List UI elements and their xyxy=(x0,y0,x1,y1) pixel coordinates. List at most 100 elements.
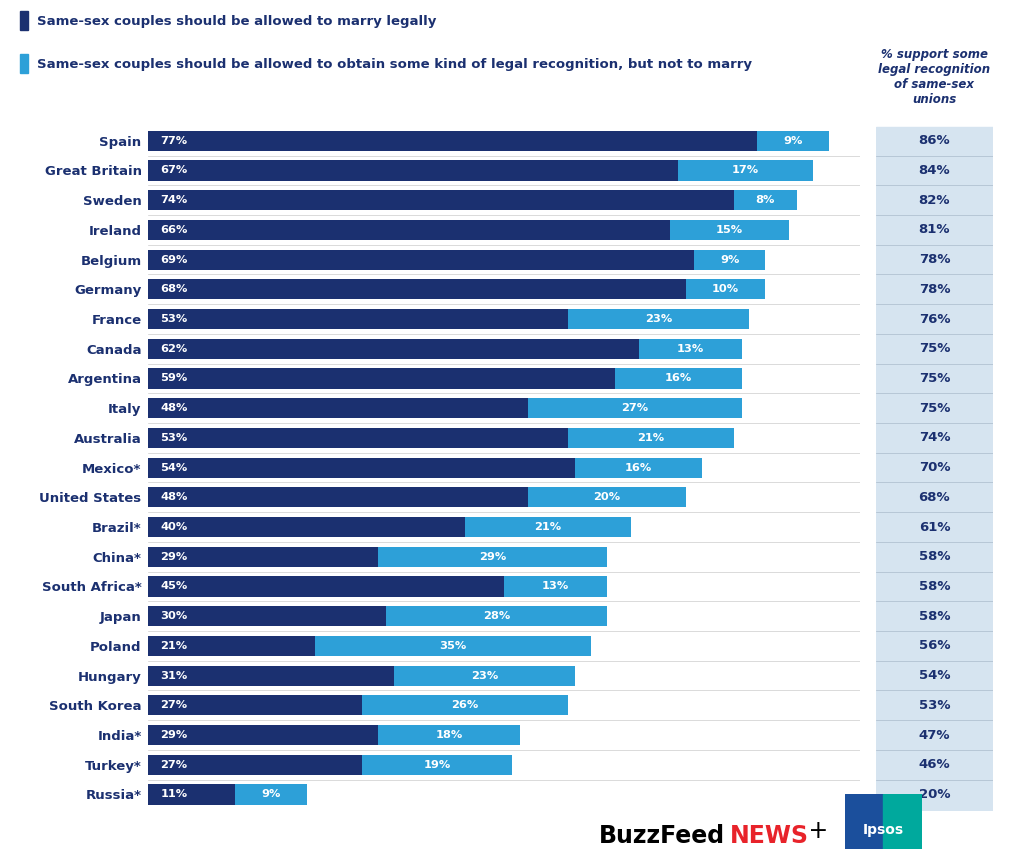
Bar xyxy=(148,220,671,240)
Text: 47%: 47% xyxy=(919,728,950,741)
Bar xyxy=(148,309,567,329)
Text: 28%: 28% xyxy=(482,611,510,621)
Bar xyxy=(528,398,741,419)
Bar xyxy=(575,457,702,478)
Text: 74%: 74% xyxy=(161,195,187,205)
Bar xyxy=(148,755,362,775)
Bar xyxy=(465,517,631,537)
Bar xyxy=(733,190,797,210)
Bar xyxy=(505,577,607,596)
Bar xyxy=(758,130,828,151)
Text: 15%: 15% xyxy=(716,225,743,235)
Text: 86%: 86% xyxy=(919,134,950,148)
Text: 48%: 48% xyxy=(161,492,187,502)
Bar xyxy=(845,794,883,849)
Text: 21%: 21% xyxy=(161,641,187,651)
Bar xyxy=(314,636,591,656)
Text: 18%: 18% xyxy=(435,730,463,740)
Bar xyxy=(148,428,567,448)
Text: 54%: 54% xyxy=(919,669,950,682)
Text: 78%: 78% xyxy=(919,253,950,266)
Text: 84%: 84% xyxy=(919,164,950,177)
Text: 75%: 75% xyxy=(919,402,950,414)
Text: 66%: 66% xyxy=(161,225,187,235)
Bar xyxy=(393,666,575,686)
Text: 35%: 35% xyxy=(439,641,467,651)
Text: +: + xyxy=(801,819,836,843)
Text: 9%: 9% xyxy=(720,255,739,264)
Text: Same-sex couples should be allowed to obtain some kind of legal recognition, but: Same-sex couples should be allowed to ob… xyxy=(37,57,752,71)
Text: 23%: 23% xyxy=(471,671,499,680)
Bar xyxy=(386,606,607,626)
Bar xyxy=(567,428,733,448)
Text: 58%: 58% xyxy=(919,580,950,593)
Text: 46%: 46% xyxy=(919,758,950,771)
Bar xyxy=(148,130,758,151)
Text: 16%: 16% xyxy=(625,462,652,473)
Bar xyxy=(148,606,386,626)
Bar xyxy=(378,547,607,567)
Text: 75%: 75% xyxy=(919,372,950,385)
Bar xyxy=(148,398,528,419)
Bar xyxy=(615,368,741,389)
Text: 53%: 53% xyxy=(161,314,187,324)
Text: 45%: 45% xyxy=(161,582,187,591)
Bar xyxy=(148,339,639,359)
Bar xyxy=(639,339,741,359)
Bar xyxy=(148,368,615,389)
Bar xyxy=(883,794,922,849)
Text: 17%: 17% xyxy=(732,166,759,176)
Text: 29%: 29% xyxy=(161,552,187,562)
Text: 68%: 68% xyxy=(919,491,950,504)
Text: 16%: 16% xyxy=(665,373,692,384)
Text: 9%: 9% xyxy=(783,136,803,146)
Bar xyxy=(148,457,575,478)
Bar xyxy=(686,279,765,299)
Bar xyxy=(148,784,236,805)
Bar xyxy=(148,636,314,656)
Text: NEWS: NEWS xyxy=(730,824,809,848)
Text: 13%: 13% xyxy=(542,582,569,591)
Bar xyxy=(378,725,520,745)
Text: 23%: 23% xyxy=(645,314,672,324)
Text: 61%: 61% xyxy=(919,521,950,534)
Bar xyxy=(148,160,678,180)
Text: 29%: 29% xyxy=(479,552,506,562)
Bar xyxy=(148,577,505,596)
Bar xyxy=(567,309,750,329)
Text: 75%: 75% xyxy=(919,342,950,355)
Text: 20%: 20% xyxy=(594,492,621,502)
Text: 81%: 81% xyxy=(919,223,950,237)
Text: 53%: 53% xyxy=(161,433,187,443)
Text: 40%: 40% xyxy=(161,522,187,532)
Text: 27%: 27% xyxy=(161,700,187,710)
Text: 10%: 10% xyxy=(712,284,739,294)
Text: 62%: 62% xyxy=(161,344,187,353)
Bar xyxy=(148,517,465,537)
Bar xyxy=(148,487,528,507)
Text: 26%: 26% xyxy=(452,700,478,710)
Text: 70%: 70% xyxy=(919,461,950,474)
Bar xyxy=(148,725,378,745)
Bar xyxy=(148,695,362,716)
Bar xyxy=(148,190,733,210)
Text: 31%: 31% xyxy=(161,671,187,680)
Text: 76%: 76% xyxy=(919,312,950,325)
Text: 59%: 59% xyxy=(161,373,187,384)
Text: 19%: 19% xyxy=(424,759,451,770)
Text: 27%: 27% xyxy=(622,403,648,414)
Text: 69%: 69% xyxy=(161,255,187,264)
Text: 13%: 13% xyxy=(677,344,703,353)
Text: BuzzFeed: BuzzFeed xyxy=(599,824,725,848)
Text: 56%: 56% xyxy=(919,639,950,652)
Text: 21%: 21% xyxy=(535,522,561,532)
Bar xyxy=(362,755,512,775)
Text: 53%: 53% xyxy=(919,698,950,712)
Bar xyxy=(528,487,686,507)
Text: 74%: 74% xyxy=(919,432,950,444)
Text: 77%: 77% xyxy=(161,136,187,146)
Text: 54%: 54% xyxy=(161,462,187,473)
Text: 67%: 67% xyxy=(161,166,187,176)
Text: 30%: 30% xyxy=(161,611,187,621)
Bar xyxy=(694,250,765,269)
